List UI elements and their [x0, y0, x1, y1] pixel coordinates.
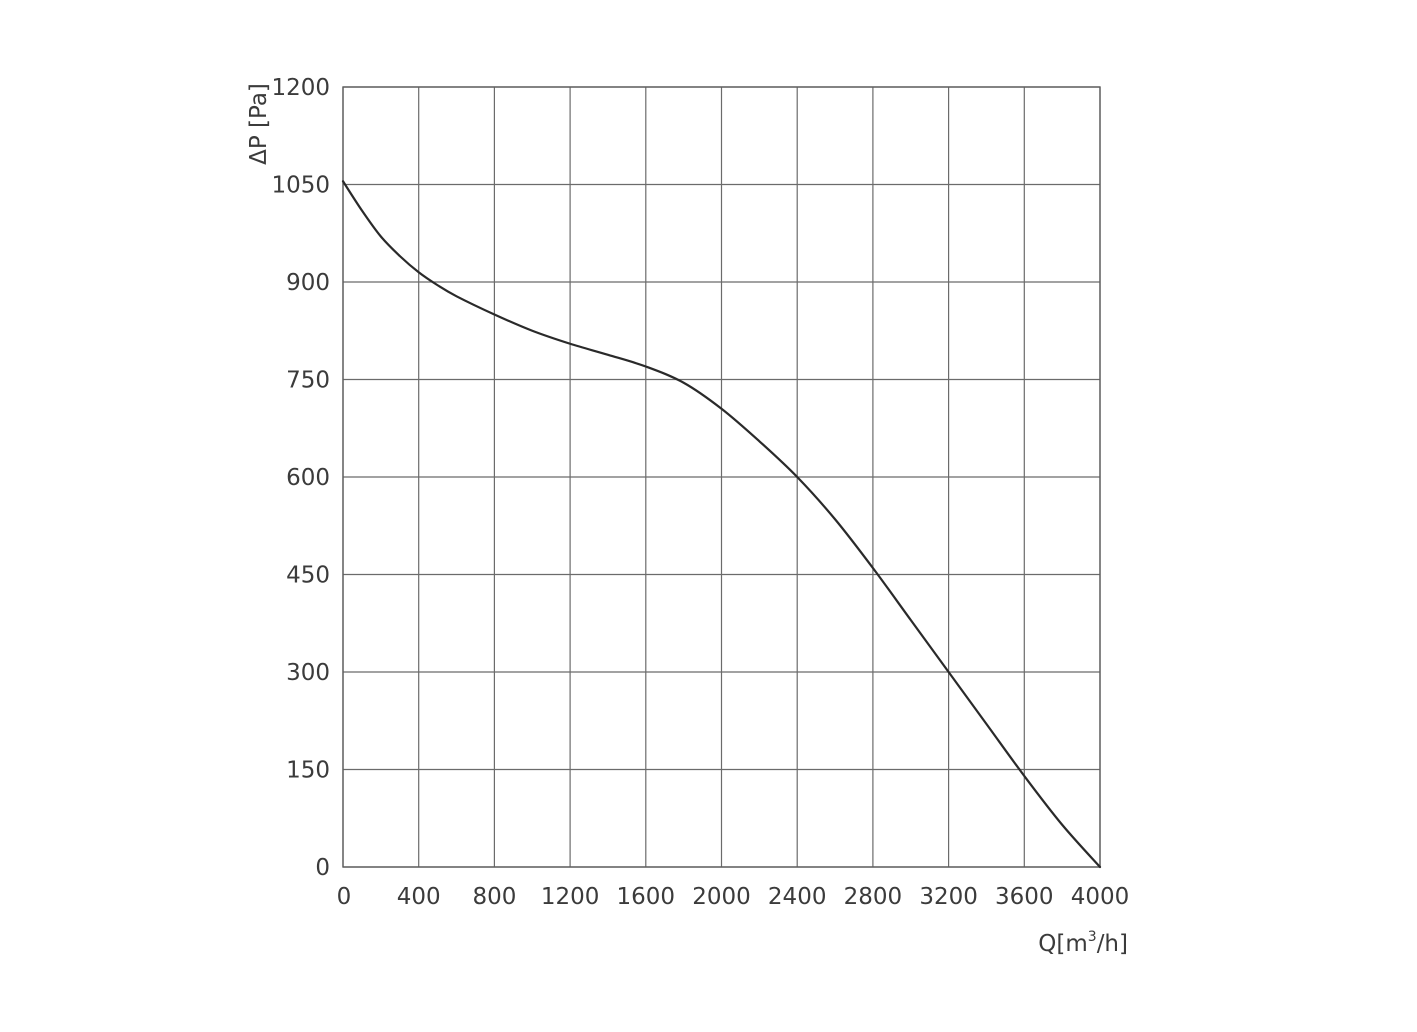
series-line	[341, 180, 1102, 869]
x-tick-label: 3600	[995, 884, 1054, 910]
x-tick-label: 800	[472, 884, 516, 910]
x-axis-label-suffix: /h]	[1097, 931, 1128, 957]
x-axis-label-superscript: 3	[1088, 929, 1097, 945]
x-axis-label-prefix: Q[m	[1038, 931, 1087, 957]
y-tick-label: 1200	[271, 75, 330, 101]
x-tick-label: 4000	[1071, 884, 1130, 910]
y-tick-label: 150	[286, 758, 330, 784]
y-tick-label: 600	[286, 465, 330, 491]
x-tick-label: 1200	[541, 884, 600, 910]
y-tick-label: 1050	[271, 173, 330, 199]
x-tick-label: 400	[397, 884, 441, 910]
y-axis-label: ΔP [Pa]	[246, 83, 272, 165]
x-tick-label: 2800	[844, 884, 903, 910]
y-tick-label: 450	[286, 563, 330, 589]
grid	[342, 86, 1101, 868]
x-axis-label: Q[m3/h]	[1038, 929, 1128, 957]
x-tick-label: 3200	[919, 884, 978, 910]
y-tick-label: 750	[286, 368, 330, 394]
x-tick-label: 2000	[692, 884, 751, 910]
x-tick-label: 2400	[768, 884, 827, 910]
y-tick-label: 0	[315, 855, 330, 881]
y-tick-label: 900	[286, 270, 330, 296]
x-tick-label: 1600	[617, 884, 676, 910]
x-tick-label: 0	[337, 884, 352, 910]
y-tick-labels: 0 150 300 450 600 750 900 1050 1200	[271, 75, 330, 881]
y-tick-label: 300	[286, 660, 330, 686]
x-tick-labels: 0 400 800 1200 1600 2000 2400 2800 3200 3600 4000	[337, 884, 1130, 910]
plot-frame	[342, 86, 1101, 868]
